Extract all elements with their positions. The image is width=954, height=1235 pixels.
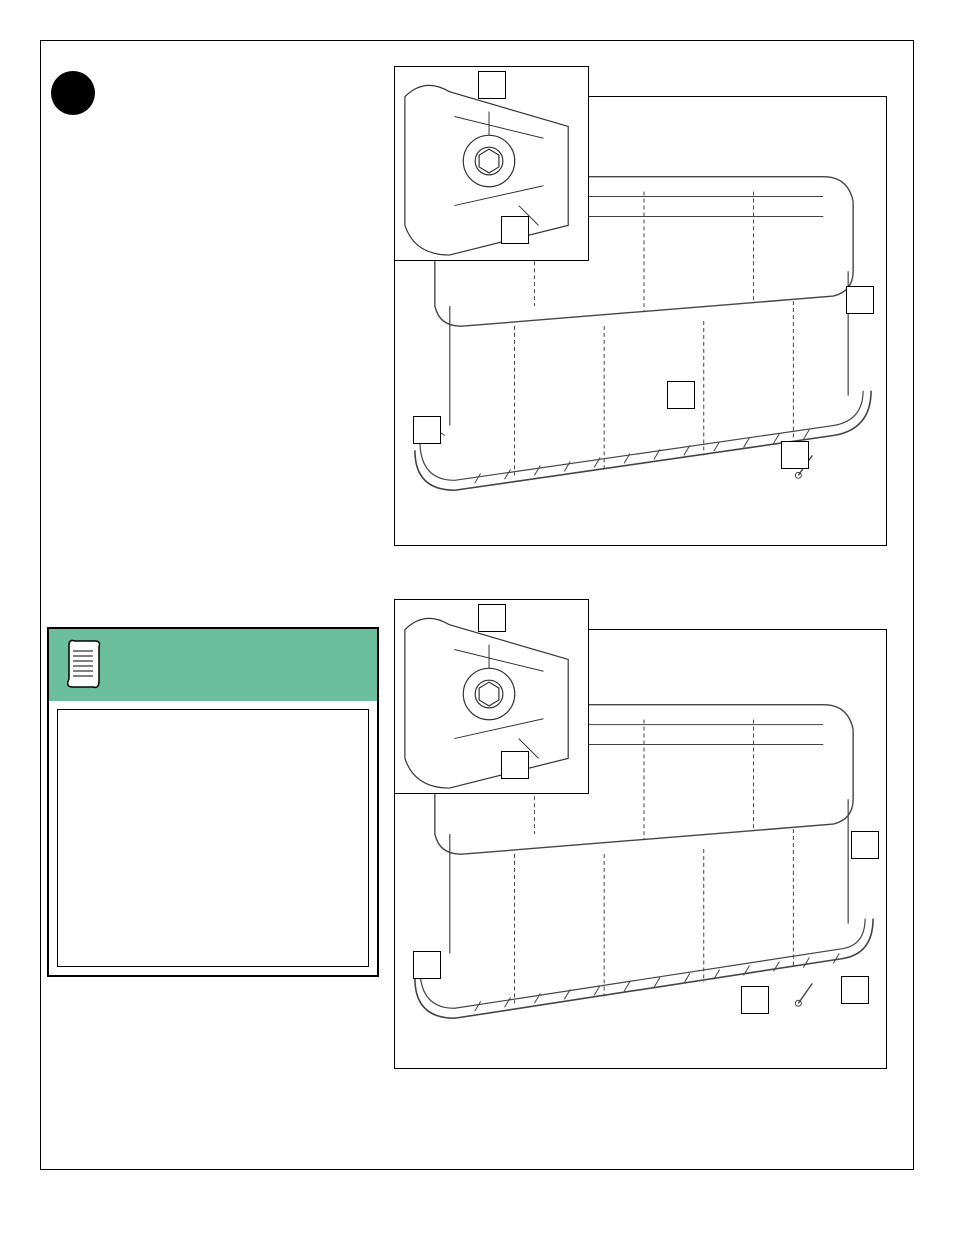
callout-top-center [667, 381, 695, 409]
callout-top-inset-lower [501, 216, 529, 244]
callout-bottom-right [851, 831, 879, 859]
callout-top-lower-left [413, 416, 441, 444]
callout-bottom-inset-lower [501, 751, 529, 779]
page-frame [40, 40, 914, 1170]
callout-bottom-lower-left [413, 951, 441, 979]
note-body [57, 709, 369, 967]
callout-bottom-lower-right [841, 976, 869, 1004]
callout-bottom-inset-upper [478, 604, 506, 632]
callout-top-lower-right [781, 441, 809, 469]
step-circle [51, 71, 95, 115]
callout-top-right [846, 286, 874, 314]
note-icon [63, 639, 103, 691]
note-box [47, 627, 379, 977]
note-header [49, 629, 377, 701]
callout-bottom-lower-right-2 [741, 986, 769, 1014]
callout-top-inset-upper [478, 71, 506, 99]
